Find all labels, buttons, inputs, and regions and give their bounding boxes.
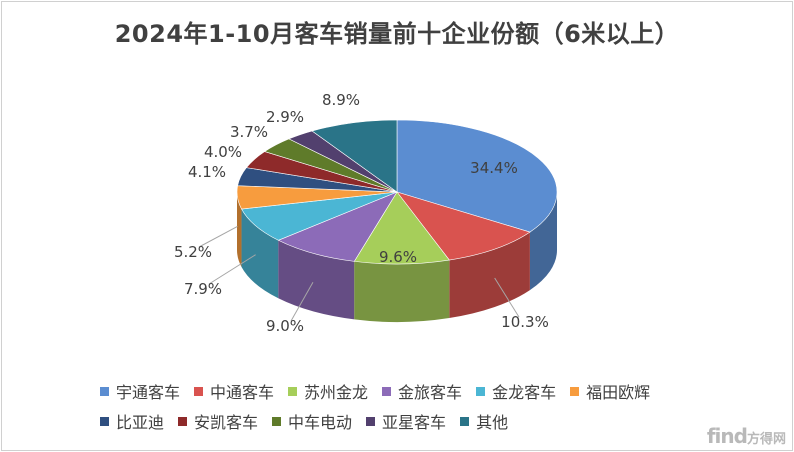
pie-side-0 (529, 192, 557, 291)
leader-line (208, 254, 256, 285)
legend-label: 宇通客车 (116, 383, 181, 402)
legend-label: 金旅客车 (398, 383, 463, 402)
pie-side-2 (354, 260, 450, 322)
legend-row: 宇通客车 中通客车 苏州金龙 金旅客车 金龙客车 福田欧辉 (100, 376, 740, 406)
watermark-logo: find方得网 (707, 424, 786, 448)
legend-swatch (570, 386, 580, 396)
data-label: 8.9% (322, 91, 360, 109)
legend-swatch (382, 386, 392, 396)
data-label: 9.6% (379, 248, 417, 266)
data-label: 10.3% (501, 313, 549, 331)
legend-item: 其他 (460, 409, 508, 433)
legend-swatch (100, 386, 109, 396)
pie-slice (353, 191, 450, 265)
legend-label: 中通客车 (210, 383, 275, 402)
legend-swatch (288, 386, 298, 396)
legend-swatch (460, 416, 470, 426)
legend-item: 亚星客车 (366, 409, 446, 433)
data-label: 3.7% (230, 123, 268, 141)
legend-item: 中车电动 (272, 409, 352, 433)
legend-label: 安凯客车 (194, 413, 259, 432)
legend-label: 苏州金龙 (304, 383, 369, 402)
legend-row: 比亚迪 安凯客车 中车电动 亚星客车 其他 (100, 406, 740, 436)
chart-title: 2024年1-10月客车销量前十企业份额（6米以上） (114, 20, 680, 48)
pie-slice (396, 119, 558, 233)
legend-swatch (100, 416, 109, 426)
pie-slice (396, 191, 531, 261)
watermark-text: 方得网 (746, 432, 786, 447)
legend-item: 安凯客车 (178, 409, 258, 433)
data-label: 5.2% (174, 243, 212, 261)
legend-swatch (366, 416, 376, 426)
pie-side-3 (278, 240, 355, 320)
legend-item: 金旅客车 (382, 379, 462, 403)
legend-swatch (194, 386, 204, 396)
legend-label: 中车电动 (288, 413, 353, 432)
leader-line (290, 282, 314, 322)
leader-line (198, 225, 238, 248)
data-label: 2.9% (266, 108, 304, 126)
legend: 宇通客车 中通客车 苏州金龙 金旅客车 金龙客车 福田欧辉 比亚迪 安凯客车 中车电动 亚星客车… (100, 376, 740, 436)
legend-item: 福田欧辉 (570, 379, 650, 403)
legend-label: 福田欧辉 (586, 383, 651, 402)
pie-slice (311, 119, 398, 193)
legend-item: 宇通客车 (100, 379, 180, 403)
data-label: 7.9% (184, 280, 222, 298)
legend-item: 苏州金龙 (288, 379, 368, 403)
leader-line (494, 277, 520, 318)
legend-label: 亚星客车 (382, 413, 447, 432)
data-label: 9.0% (266, 317, 304, 335)
legend-swatch (272, 416, 282, 426)
legend-item: 中通客车 (194, 379, 274, 403)
pie-side-5 (237, 192, 242, 268)
pie-slice (277, 191, 398, 262)
legend-swatch (476, 386, 486, 396)
legend-item: 金龙客车 (476, 379, 556, 403)
pie-side-4 (241, 209, 279, 299)
legend-item: 比亚迪 (100, 409, 164, 433)
legend-label: 金龙客车 (492, 383, 557, 402)
legend-label: 其他 (476, 413, 509, 432)
data-label: 34.4% (470, 159, 518, 177)
legend-label: 比亚迪 (116, 413, 165, 432)
watermark-logo-text: find (706, 424, 748, 448)
legend-swatch (178, 416, 188, 426)
data-label: 4.0% (204, 143, 242, 161)
pie-side-1 (449, 232, 530, 319)
data-label: 4.1% (188, 163, 226, 181)
